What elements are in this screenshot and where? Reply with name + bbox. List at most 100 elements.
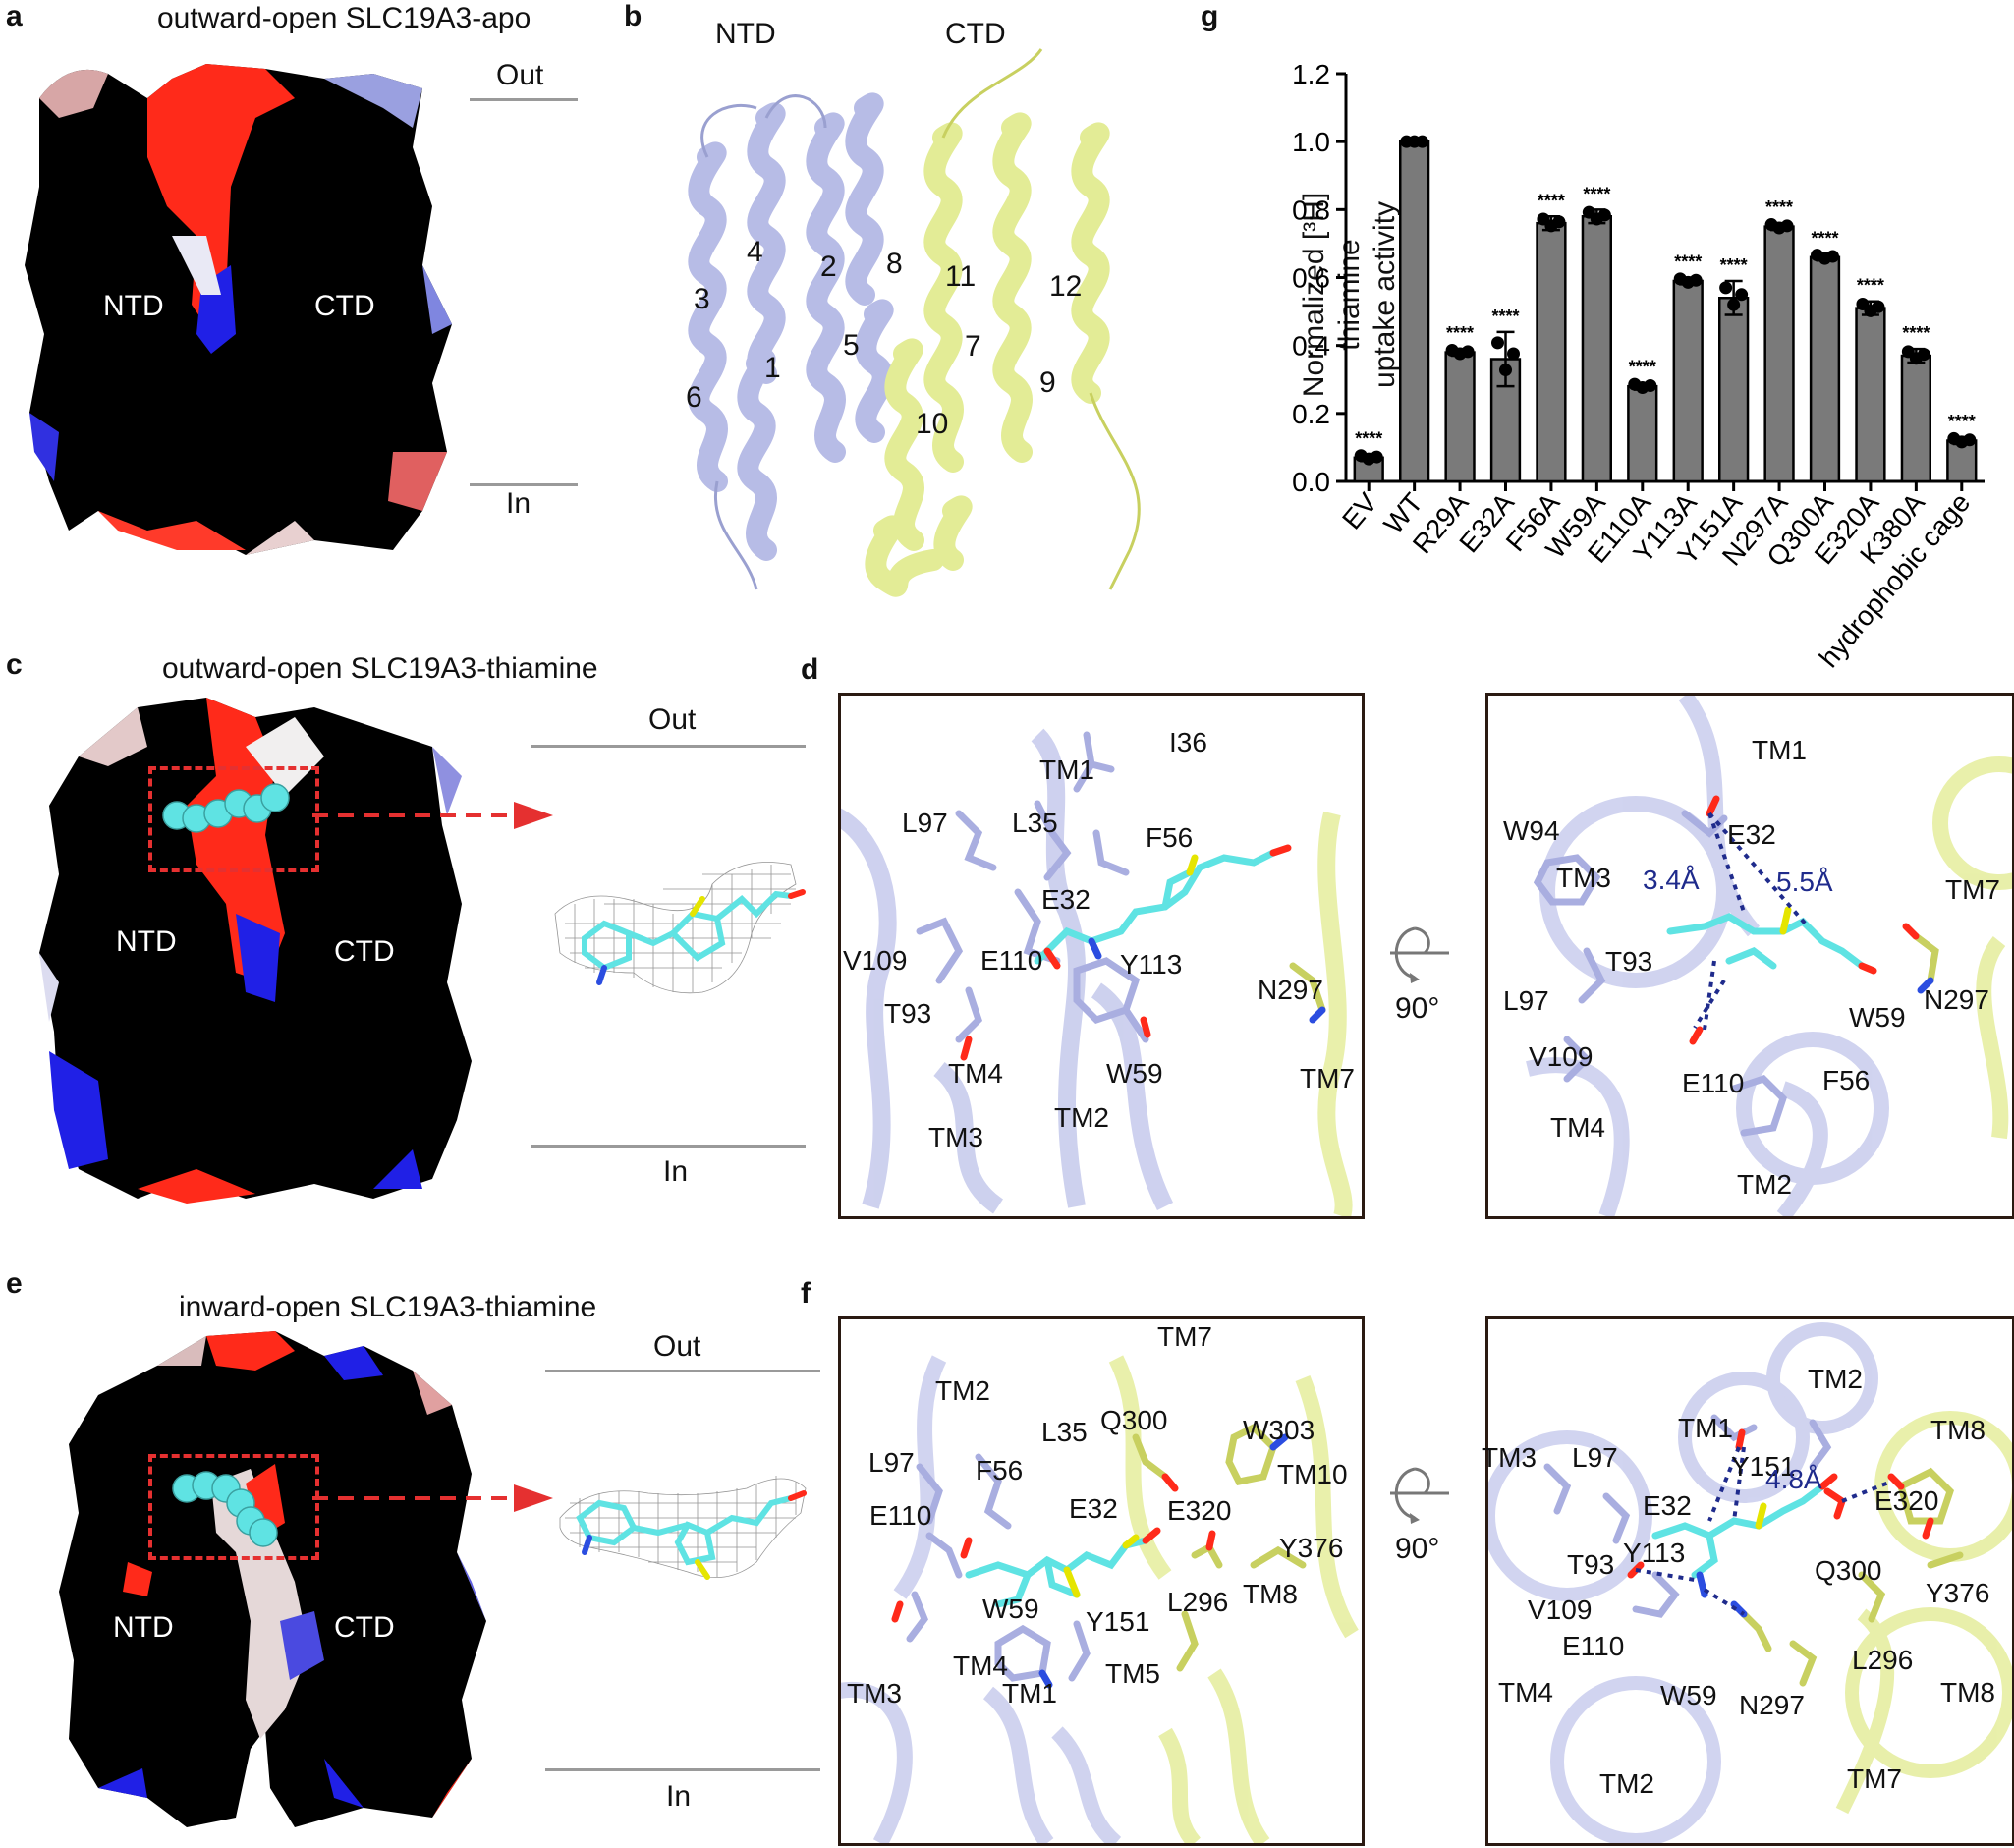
panel-f-left-box — [838, 1316, 1365, 1846]
panel-f-right-label-6: E320 — [1874, 1485, 1939, 1516]
panel-a-in-line — [470, 483, 578, 486]
panel-e-in-label: In — [666, 1780, 692, 1813]
panel-f-right-label-17: N297 — [1739, 1690, 1805, 1720]
panel-c-out-line — [531, 745, 806, 748]
panel-d-left-label-1: I36 — [1169, 727, 1207, 757]
panel-f-right-label-5: Y151 — [1731, 1451, 1796, 1482]
panel-f-right-label-4: L97 — [1572, 1442, 1618, 1473]
data-point — [1689, 273, 1703, 287]
significance-mark: **** — [1857, 276, 1884, 296]
panel-g-letter: g — [1201, 0, 1219, 32]
panel-d-left-label-14: TM3 — [928, 1122, 983, 1152]
data-point — [1461, 345, 1475, 359]
panel-f-left-label-15: Y151 — [1086, 1606, 1150, 1637]
panel-f-left-label-16: TM4 — [953, 1651, 1008, 1681]
significance-mark: **** — [1583, 184, 1610, 203]
bar — [1763, 225, 1795, 483]
panel-a-ntd-label: NTD — [103, 290, 164, 322]
panel-e-thiamine-spheres — [172, 1471, 278, 1547]
panel-f-left-label-18: TM1 — [1002, 1678, 1057, 1708]
panel-d-left-label-12: W59 — [1106, 1058, 1163, 1089]
panel-a-title: outward-open SLC19A3-apo — [157, 2, 531, 34]
panel-e-arrow — [312, 1484, 553, 1512]
panel-f-right-label-20: TM7 — [1847, 1764, 1902, 1794]
helix-label-12: 12 — [1049, 270, 1083, 303]
panel-a-in-label: In — [506, 487, 531, 520]
helix-label-2: 2 — [820, 251, 837, 283]
panel-e-title: inward-open SLC19A3-thiamine — [179, 1291, 597, 1323]
panel-f-right-label-8: Y113 — [1623, 1538, 1686, 1568]
panel-a-letter: a — [6, 0, 23, 32]
helix-label-3: 3 — [694, 283, 710, 315]
data-point — [1872, 300, 1885, 313]
data-point — [1917, 348, 1930, 362]
data-point — [1499, 364, 1512, 377]
panel-c-density-map — [554, 862, 806, 994]
data-point — [1416, 135, 1429, 148]
panel-f-right-label-15: TM4 — [1498, 1677, 1553, 1708]
data-point — [1826, 250, 1839, 263]
significance-mark: **** — [1674, 252, 1702, 272]
panel-c-title: outward-open SLC19A3-thiamine — [162, 652, 598, 685]
panel-d-left-label-13: TM7 — [1300, 1063, 1355, 1093]
panel-d-left-label-15: TM2 — [1054, 1102, 1109, 1133]
panel-f-right-label-12: V109 — [1528, 1595, 1593, 1625]
panel-f-left-label-11: Y376 — [1279, 1533, 1344, 1563]
significance-mark: **** — [1765, 197, 1793, 217]
data-point — [1735, 288, 1749, 302]
panel-d-rotation-icon — [1390, 926, 1449, 983]
panel-b-ctd-label: CTD — [945, 18, 1006, 50]
panel-f-left-label-13: L296 — [1167, 1587, 1229, 1617]
panel-f-right-label-13: E110 — [1562, 1631, 1625, 1661]
panel-a-surface-outline — [25, 64, 452, 555]
bar — [1536, 221, 1567, 483]
panel-f-left-label-7: TM10 — [1277, 1459, 1348, 1489]
bar — [1672, 279, 1704, 483]
panel-f-left-label-12: TM8 — [1243, 1579, 1298, 1609]
panel-d-left-label-10: T93 — [884, 998, 932, 1029]
y-tick-label: 0.8 — [1292, 195, 1330, 225]
panel-d-left-label-9: N297 — [1258, 975, 1323, 1005]
panel-f-right-label-14: L296 — [1852, 1645, 1914, 1675]
panel-d-rotation-label: 90° — [1395, 992, 1440, 1025]
panel-a-surface — [25, 64, 452, 555]
panel-d-right-label-4: TM7 — [1945, 874, 2000, 905]
panel-d-left-box — [838, 693, 1365, 1219]
panel-f-left-label-3: W303 — [1243, 1415, 1315, 1445]
panel-d-distance-2: 5.5Å — [1776, 867, 1833, 897]
panel-e-surface — [59, 1331, 486, 1827]
panel-d-right-label-2: E32 — [1727, 819, 1776, 850]
panel-d-right-label-12: TM4 — [1550, 1112, 1605, 1143]
panel-f-right-label-0: TM2 — [1808, 1364, 1863, 1394]
bar — [1627, 384, 1658, 483]
helix-label-11: 11 — [945, 260, 977, 293]
panel-e-dashed-box — [148, 1454, 319, 1560]
panel-e-out-line — [545, 1370, 820, 1372]
data-point — [1507, 347, 1520, 361]
panel-d-left-label-5: E32 — [1041, 884, 1091, 915]
data-point — [1491, 336, 1504, 350]
significance-mark: **** — [1629, 358, 1656, 377]
panel-d-right-label-13: TM2 — [1737, 1169, 1792, 1200]
helix-label-4: 4 — [747, 236, 763, 268]
bar — [1718, 297, 1750, 483]
panel-f-left-label-2: Q300 — [1100, 1405, 1168, 1435]
panel-f-distance: 4.8Å — [1765, 1464, 1822, 1494]
panel-d-left-label-3: L35 — [1012, 808, 1058, 838]
panel-f-left-label-10: E110 — [869, 1500, 932, 1531]
helix-label-8: 8 — [886, 248, 903, 280]
panel-f-rotation-label: 90° — [1395, 1533, 1440, 1565]
helix-label-7: 7 — [965, 330, 981, 363]
panel-d-right-label-3: TM3 — [1556, 863, 1611, 893]
y-tick-label: 1.2 — [1292, 59, 1330, 89]
significance-mark: **** — [1446, 323, 1474, 343]
panel-e-in-line — [545, 1768, 820, 1771]
panel-e-ntd-label: NTD — [113, 1611, 174, 1644]
panel-f-right-box — [1485, 1316, 2014, 1846]
panel-d-right-label-8: W59 — [1849, 1002, 1906, 1033]
panel-c-out-label: Out — [648, 703, 697, 736]
panel-f-right-label-19: TM2 — [1599, 1768, 1654, 1799]
panel-f-rotation-icon — [1390, 1467, 1449, 1524]
panel-f-left-label-4: L35 — [1041, 1417, 1088, 1447]
bar — [1399, 140, 1430, 483]
